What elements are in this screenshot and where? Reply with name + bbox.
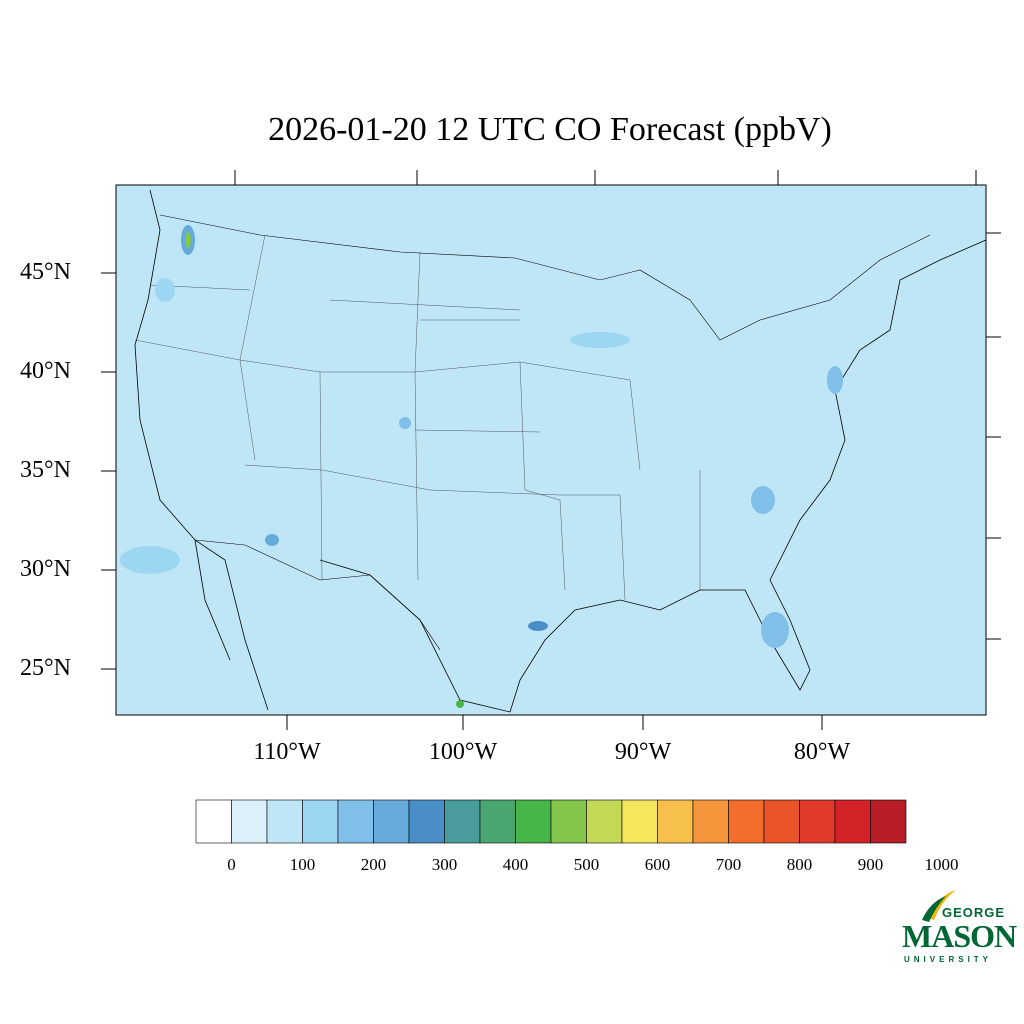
- colorbar-label: 800: [786, 855, 813, 874]
- colorbar-box: [799, 799, 836, 844]
- lon-label: 90°W: [614, 739, 672, 765]
- map-panel: [115, 184, 987, 716]
- logo-line-george: GEORGE: [942, 905, 1006, 920]
- us-canada-border: [159, 214, 931, 341]
- colorbar-box: [479, 799, 516, 844]
- colorbar-box: [195, 799, 232, 844]
- colorbar-label: 700: [715, 855, 742, 874]
- lon-label: 80°W: [793, 739, 851, 765]
- co-hotspots: [120, 225, 843, 708]
- logo-flame-icon: [922, 890, 956, 922]
- colorbar-box: [550, 799, 587, 844]
- colorbar-box: [302, 799, 339, 844]
- lon-label: 100°W: [428, 739, 498, 765]
- logo-line-mason: MASON: [902, 918, 1017, 954]
- colorbar-box: [373, 799, 410, 844]
- lat-label: 35°N: [20, 457, 71, 483]
- colorbar-label: 900: [857, 855, 884, 874]
- state-borders: [134, 234, 701, 601]
- colorbar-box: [834, 799, 871, 844]
- colorbar-box: [515, 799, 552, 844]
- gmu-logo: GEORGE MASON UNIVERSITY: [898, 888, 1017, 970]
- lat-label: 30°N: [20, 556, 71, 582]
- colorbar-box: [586, 799, 623, 844]
- figure-title: 2026-01-20 12 UTC CO Forecast (ppbV): [268, 111, 832, 148]
- colorbar-label: 500: [573, 855, 600, 874]
- lat-label: 40°N: [20, 358, 71, 384]
- colorbar-box: [231, 799, 268, 844]
- colorbar-label: 600: [644, 855, 671, 874]
- colorbar-label: 100: [289, 855, 316, 874]
- lat-label: 25°N: [20, 655, 71, 681]
- colorbar-box: [728, 799, 765, 844]
- logo-line-university: UNIVERSITY: [904, 955, 993, 964]
- colorbar-box: [870, 799, 907, 844]
- colorbar-box: [408, 799, 445, 844]
- colorbar-box: [692, 799, 729, 844]
- lat-label: 45°N: [20, 259, 71, 285]
- colorbar-box: [266, 799, 303, 844]
- colorbar: [195, 799, 907, 844]
- colorbar-box: [444, 799, 481, 844]
- mexico-border: [194, 539, 441, 651]
- colorbar-box: [657, 799, 694, 844]
- colorbar-label: 400: [502, 855, 529, 874]
- colorbar-label: 1000: [924, 855, 959, 874]
- lon-label: 110°W: [253, 739, 321, 765]
- colorbar-box: [621, 799, 658, 844]
- colorbar-box: [763, 799, 800, 844]
- colorbar-label: 0: [227, 855, 236, 874]
- tick-marks: [101, 170, 1001, 730]
- colorbar-label: 200: [360, 855, 387, 874]
- colorbar-box: [337, 799, 374, 844]
- colorbar-label: 300: [431, 855, 458, 874]
- coastline: [134, 189, 987, 713]
